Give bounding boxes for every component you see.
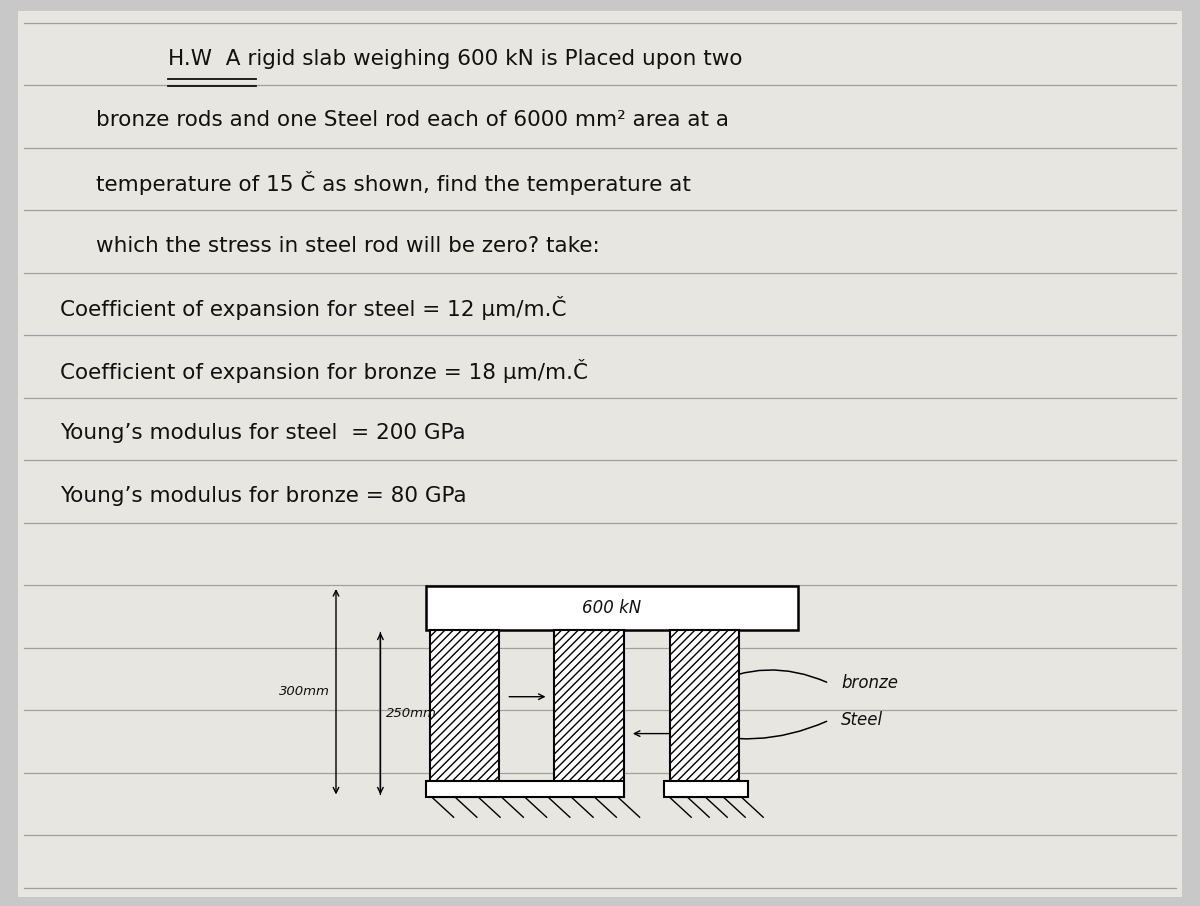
Text: bronze rods and one Steel rod each of 6000 mm² area at a: bronze rods and one Steel rod each of 60… xyxy=(96,111,730,130)
Bar xyxy=(664,781,748,797)
Text: H.W  A rigid slab weighing 600 kN is Placed upon two: H.W A rigid slab weighing 600 kN is Plac… xyxy=(168,49,743,69)
Bar xyxy=(670,630,739,797)
Text: Coefficient of expansion for bronze = 18 μm/m.Č: Coefficient of expansion for bronze = 18… xyxy=(60,359,588,382)
Bar xyxy=(426,586,798,630)
Bar xyxy=(430,630,499,797)
Text: temperature of 15 Č as shown, find the temperature at: temperature of 15 Č as shown, find the t… xyxy=(96,171,691,195)
Bar xyxy=(426,781,624,797)
Text: Young’s modulus for bronze = 80 GPa: Young’s modulus for bronze = 80 GPa xyxy=(60,486,467,506)
Text: 600 kN: 600 kN xyxy=(582,599,642,617)
Text: 300mm: 300mm xyxy=(280,685,330,699)
Text: which the stress in steel rod will be zero? take:: which the stress in steel rod will be ze… xyxy=(96,236,600,255)
Text: 250mm: 250mm xyxy=(386,707,437,720)
Text: Coefficient of expansion for steel = 12 μm/m.Č: Coefficient of expansion for steel = 12 … xyxy=(60,296,566,320)
Text: Young’s modulus for steel  = 200 GPa: Young’s modulus for steel = 200 GPa xyxy=(60,423,466,443)
Text: Steel: Steel xyxy=(841,711,883,729)
Bar xyxy=(554,630,624,797)
Text: bronze: bronze xyxy=(841,674,898,692)
